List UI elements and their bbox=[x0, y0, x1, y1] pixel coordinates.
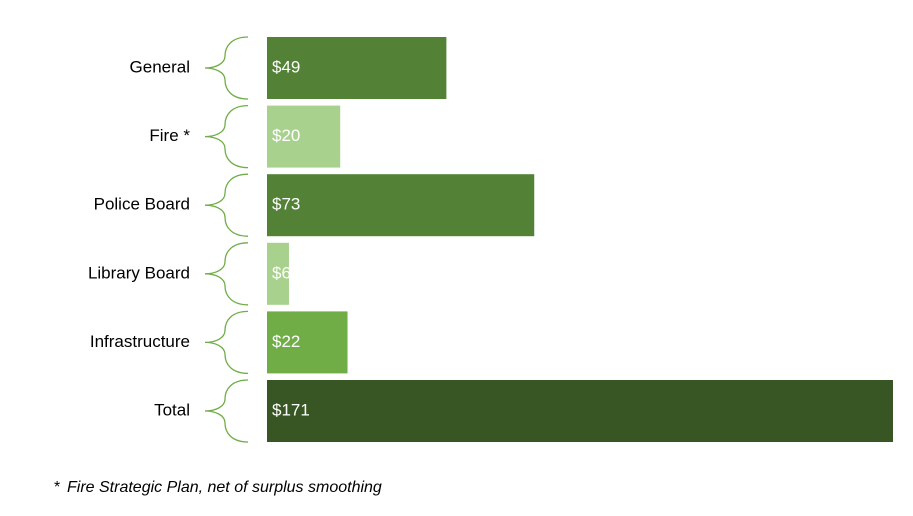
category-label: Library Board bbox=[88, 263, 190, 282]
brace bbox=[204, 310, 249, 375]
value-label: $171 bbox=[272, 400, 310, 419]
footnote: Fire Strategic Plan, net of surplus smoo… bbox=[67, 479, 382, 496]
brace bbox=[204, 36, 249, 100]
bar bbox=[267, 174, 535, 237]
bar bbox=[267, 311, 348, 374]
bar bbox=[267, 105, 341, 168]
category-label: Police Board bbox=[94, 195, 190, 214]
value-label: $6 bbox=[272, 263, 291, 282]
bar bbox=[267, 37, 447, 99]
category-label: Total bbox=[154, 400, 190, 419]
category-label: Fire * bbox=[149, 126, 190, 145]
bar bbox=[267, 242, 289, 305]
brace bbox=[204, 173, 249, 237]
brace bbox=[204, 242, 249, 306]
value-label: $49 bbox=[272, 57, 300, 76]
brace bbox=[204, 104, 249, 169]
brace bbox=[204, 379, 249, 443]
bar bbox=[267, 380, 893, 442]
category-label: Infrastructure bbox=[90, 332, 190, 351]
footnote-marker: * bbox=[54, 479, 60, 496]
value-label: $22 bbox=[272, 332, 300, 351]
value-label: $20 bbox=[272, 126, 300, 145]
category-label: General bbox=[130, 57, 190, 76]
value-label: $73 bbox=[272, 195, 300, 214]
